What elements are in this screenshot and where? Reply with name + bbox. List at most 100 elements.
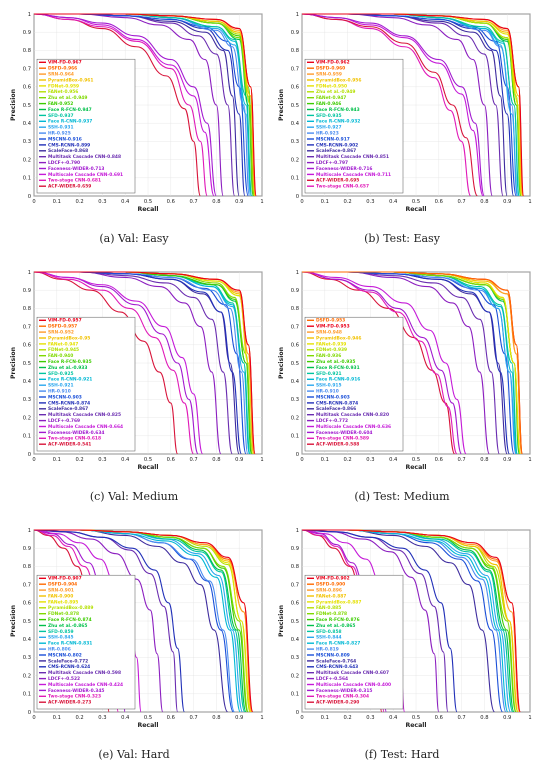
legend-entry: DSFD-0.957: [48, 324, 77, 330]
x-tick-label: 0.4: [121, 715, 130, 721]
y-tick-label: 0.6: [291, 85, 299, 91]
legend-entry: CMS-RCNN-0.902: [316, 142, 358, 148]
x-tick-label: 0.5: [144, 715, 152, 721]
legend-entry: PyramidBox-0.95: [48, 335, 90, 341]
pr-chart-panel: 0 0 0.1 0.1 0.2 0.2 0.3 0.3 0.4 0.4 0.5 0.5 0.6 0.6 0.…: [268, 258, 536, 516]
y-tick-label: 0.9: [23, 546, 31, 552]
pr-chart-panel: 0 0 0.1 0.1 0.2 0.2 0.3 0.3 0.4 0.4 0.5 0.5 0.6 0.6 0.…: [0, 258, 268, 516]
series-line: [302, 271, 524, 454]
y-tick-label: 0.9: [291, 546, 299, 552]
y-tick-label: 1: [28, 528, 31, 534]
legend-entry: FANet-0.947: [48, 341, 78, 347]
x-tick-label: 0.8: [480, 199, 488, 205]
series-line: [302, 13, 479, 196]
x-tick-label: 0.3: [366, 715, 374, 721]
x-tick-label: 0.5: [412, 457, 420, 463]
legend-entry: HR-0.923: [316, 131, 339, 137]
x-tick-label: 0.3: [98, 199, 106, 205]
panel-caption: (a) Val: Easy: [99, 232, 169, 245]
x-tick-label: 0.7: [189, 457, 197, 463]
y-tick-label: 0.1: [23, 434, 31, 440]
y-tick-label: 0.3: [23, 655, 31, 661]
legend-entry: ACF-WIDER-0.695: [316, 178, 359, 184]
legend-entry: FANet-0.939: [316, 341, 346, 347]
legend-entry: Faceness-WIDER-0.713: [48, 166, 104, 172]
series-line: [302, 529, 521, 712]
legend-entry: ScaleFace-0.866: [316, 406, 356, 412]
y-tick-label: 0.5: [291, 619, 299, 625]
y-tick-label: 0: [28, 710, 31, 716]
legend-entry: HR-0.819: [316, 647, 339, 653]
legend-entry: ScaleFace-0.772: [48, 658, 88, 664]
x-tick-label: 0.3: [98, 457, 106, 463]
legend-entry: HR-0.806: [48, 647, 71, 653]
y-tick-label: 0.3: [291, 139, 299, 145]
x-tick-label: 0.7: [189, 199, 197, 205]
legend-entry: SFD-0.935: [316, 113, 342, 119]
legend-entry: Faceness-WIDER-0.634: [48, 430, 104, 436]
y-axis-label: Precision: [10, 605, 17, 637]
y-tick-label: 0.7: [23, 582, 31, 588]
legend-entry: FDNet-0.950: [316, 83, 347, 89]
pr-chart-svg: 00 0.1 0.1 0.2 0.2 0.3 0.3 0.4 0.4 0.5 0.5 0.6 0.6 0.…: [278, 528, 532, 729]
legend-entry: ACF-WIDER-0.588: [316, 442, 359, 448]
legend-entry: SRN-0.959: [316, 72, 342, 78]
legend-box: [36, 58, 136, 194]
x-tick-label: 0.8: [212, 457, 220, 463]
legend-entry: Zhu et al.-0.933: [48, 365, 87, 371]
legend-entry: Faceness-WIDER-0.604: [316, 430, 372, 436]
x-tick-label: 0.1: [321, 199, 329, 205]
legend-entry: Multitask Cascade CNN-0.820: [316, 412, 389, 418]
y-tick-label: 0.7: [23, 324, 31, 330]
x-tick-label: 0.4: [389, 457, 398, 463]
x-tick-label: 0.7: [189, 715, 197, 721]
legend-entry: PyramidBox-0.946: [316, 335, 361, 341]
panel-caption: (c) Val: Medium: [89, 490, 179, 503]
x-tick-label: 1: [260, 199, 263, 205]
y-tick-label: 0.2: [291, 415, 299, 421]
y-tick-label: 0.2: [23, 157, 31, 163]
legend-entry: FDNet-0.959: [48, 83, 79, 89]
legend-entry: FANet-0.895: [48, 599, 78, 605]
y-tick-label: 0.5: [291, 361, 299, 367]
legend-entry: Two-stage CNN-0.323: [48, 694, 101, 700]
y-tick-label: 1: [296, 528, 299, 534]
x-tick-label: 0: [300, 199, 303, 205]
pr-chart-svg: 00 0.1 0.1 0.2 0.2 0.3 0.3 0.4 0.4 0.5 0.5 0.6 0.6 0.…: [278, 12, 532, 213]
y-tick-label: 0.2: [23, 415, 31, 421]
x-tick-label: 0: [32, 457, 35, 463]
legend-entry: Face R-CNN-0.827: [316, 641, 360, 647]
y-tick-label: 0.1: [291, 176, 299, 182]
x-tick-label: 0.6: [167, 457, 175, 463]
legend-entry: PyramidBox-0.956: [316, 77, 361, 83]
legend-box: [36, 574, 136, 710]
legend-entry: DSFD-0.966: [48, 66, 77, 72]
legend-entry: SFD-0.921: [316, 371, 342, 377]
x-tick-label: 0.6: [435, 715, 443, 721]
x-tick-label: 0.8: [212, 715, 220, 721]
legend-entry: FAN-0.940: [48, 353, 73, 359]
x-tick-label: 0.9: [503, 715, 511, 721]
x-tick-label: 0.9: [235, 457, 243, 463]
legend: VIM-FD-0.902DSFD-0.900SRN-0.896FANet-0.8…: [304, 574, 404, 710]
legend-entry: PyramidBox-0.889: [48, 605, 93, 611]
legend-entry: VIM-FD-0.967: [48, 60, 82, 66]
y-tick-label: 0: [296, 452, 299, 458]
legend-entry: Face R-CNN-0.937: [48, 119, 92, 125]
pr-chart-svg: 00 0.1 0.1 0.2 0.2 0.3 0.3 0.4 0.4 0.5 0.5 0.6 0.6 0.…: [10, 12, 264, 213]
x-tick-label: 0.4: [389, 715, 398, 721]
series-line: [34, 13, 257, 196]
x-axis-label: Recall: [137, 722, 158, 729]
legend-entry: VIM-FD-0.962: [316, 60, 350, 66]
y-tick-label: 0.7: [23, 66, 31, 72]
legend-entry: HR-0.925: [48, 131, 71, 137]
legend-entry: DSFD-0.960: [316, 66, 345, 72]
legend-entry: Face R-CNN-0.831: [48, 641, 92, 647]
legend: VIM-FD-0.962DSFD-0.960SRN-0.959PyramidBo…: [304, 58, 404, 194]
legend-entry: VIM-FD-0.957: [48, 318, 82, 324]
x-tick-label: 0.4: [121, 457, 130, 463]
y-tick-label: 0.2: [291, 157, 299, 163]
y-tick-label: 0.9: [23, 288, 31, 294]
legend-entry: Face R-CNN-0.916: [316, 377, 360, 383]
legend-entry: Two-stage CNN-0.657: [316, 184, 369, 190]
